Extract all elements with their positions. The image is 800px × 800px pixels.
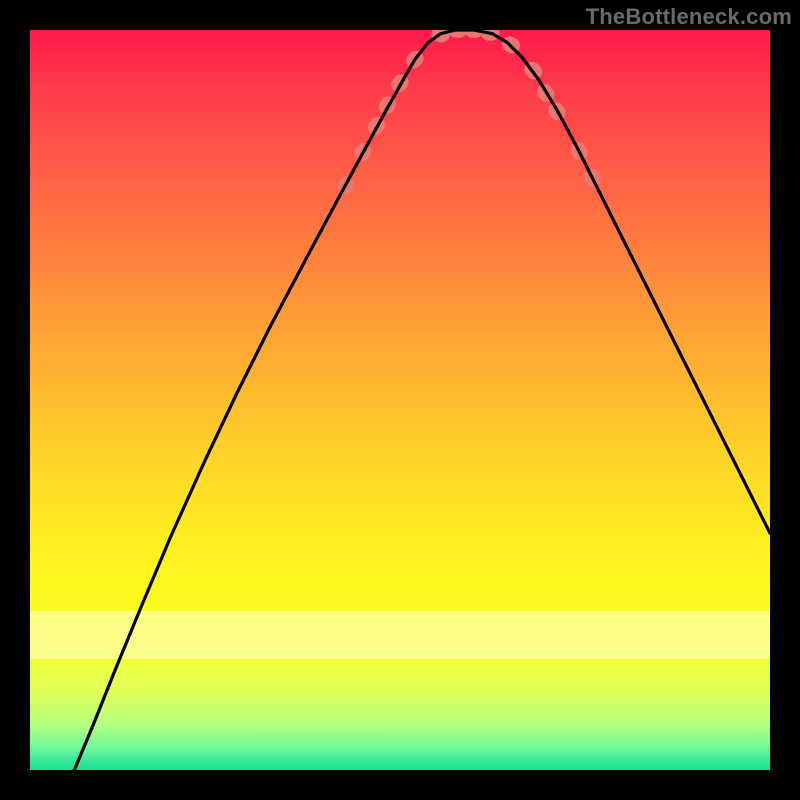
curve-svg xyxy=(30,30,770,770)
marker-group xyxy=(335,30,604,197)
plot-area xyxy=(30,30,770,770)
watermark-text: TheBottleneck.com xyxy=(586,4,792,30)
chart-frame: TheBottleneck.com xyxy=(0,0,800,800)
bottleneck-curve xyxy=(74,30,770,770)
